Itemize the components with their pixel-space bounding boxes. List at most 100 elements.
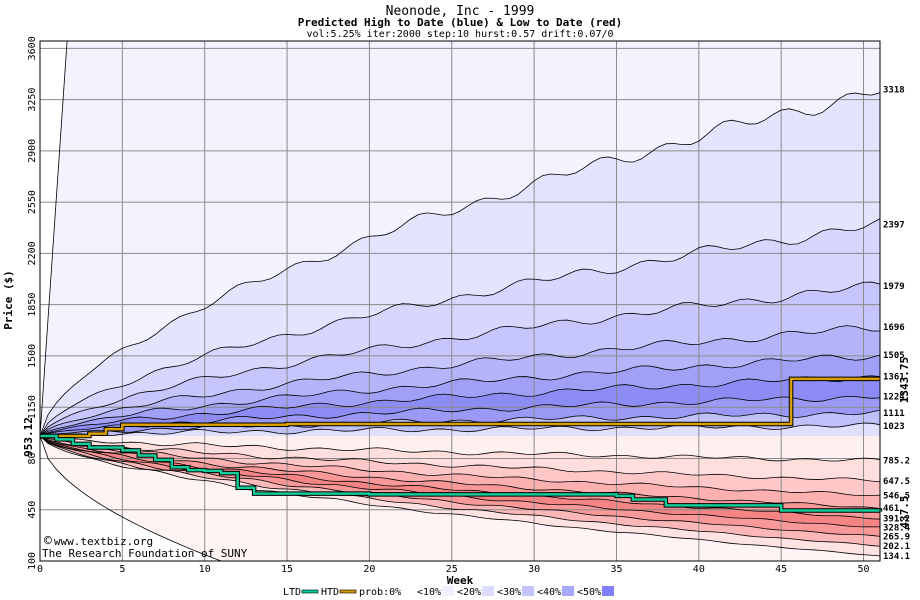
red-band [40, 436, 880, 561]
x-tick-label: 40 [693, 564, 705, 575]
x-tick-label: 15 [281, 564, 293, 575]
probability-bands [40, 41, 880, 561]
x-tick-label: 0 [37, 564, 43, 575]
quantile-labels: 3318 2397 1979 1696 1505 1361 1224 1111 1023 785.… [883, 86, 911, 562]
lower-quantile-label: 134.1 [883, 552, 910, 562]
legend-swatch [301, 589, 319, 594]
watermark-url: © www.textbiz.org [44, 534, 153, 549]
legend-swatch [522, 586, 534, 596]
blue-band [40, 375, 880, 437]
y-tick-label: 3600 [27, 36, 38, 60]
y-tick-label: 1850 [27, 293, 38, 317]
blue-band [40, 325, 880, 437]
legend-swatch [562, 586, 574, 596]
legend-swatch [442, 586, 454, 596]
red-band [40, 436, 880, 496]
upper-quantile-label: 1224 [883, 392, 905, 402]
y-tick-label: 1500 [27, 344, 38, 368]
lower-quantile-label: 328.4 [883, 524, 911, 534]
red-band [40, 436, 880, 547]
y-axis-ticks: 100 450 80 1150 1500 1850 2200 2550 2900 3250 3600 [27, 36, 38, 570]
y-tick-label: 100 [27, 552, 38, 570]
legend: LTD HTD prob:0% <10% <20% <30% <40% <50% [283, 586, 614, 598]
upper-quantile-line [40, 281, 880, 437]
red-band [40, 436, 880, 509]
quantile-lines [40, 41, 880, 561]
x-tick-label: 20 [363, 564, 375, 575]
lower-quantile-line [40, 435, 880, 520]
blue-band [40, 92, 880, 437]
upper-quantile-line [40, 375, 880, 437]
htd-end-label: 1343.75 [898, 357, 911, 403]
red-band [40, 436, 880, 527]
lower-quantile-line [40, 435, 880, 483]
lower-quantile-label: 546.5 [883, 492, 910, 502]
upper-quantile-line [40, 395, 880, 437]
lower-quantile-label: 785.2 [883, 457, 910, 467]
lower-quantile-label: 265.9 [883, 533, 910, 543]
legend-label: HTD [321, 587, 339, 598]
legend-label: <40% [537, 587, 561, 598]
upper-quantile-label: 1023 [883, 422, 905, 432]
legend-swatch [602, 586, 614, 596]
legend-swatch [402, 586, 414, 596]
y-tick-label: 2550 [27, 190, 38, 214]
lower-quantile-line [40, 435, 880, 509]
blue-band [40, 282, 880, 437]
y-tick-label: 2900 [27, 139, 38, 163]
blue-band [40, 41, 880, 437]
lower-quantile-line [40, 435, 880, 547]
y-axis-label: Price ($) [2, 270, 15, 330]
blue-band [40, 423, 880, 437]
legend-label: <50% [577, 587, 601, 598]
y-tick-label: 1150 [27, 395, 38, 419]
upper-quantile-label: 1696 [883, 323, 905, 333]
x-tick-label: 35 [610, 564, 622, 575]
red-band [40, 436, 880, 537]
x-tick-label: 10 [199, 564, 211, 575]
y-tick-label: 2200 [27, 241, 38, 265]
blue-band [40, 354, 880, 437]
lower-envelope-line [40, 435, 880, 561]
upper-quantile-label: 1505 [883, 351, 905, 361]
x-tick-label: 50 [858, 564, 870, 575]
upper-quantile-line [40, 354, 880, 437]
upper-quantile-label: 1979 [883, 282, 905, 292]
upper-quantile-label: 1361 [883, 372, 905, 382]
ltd-end-label: 437.5 [898, 495, 911, 528]
x-tick-label: 45 [775, 564, 787, 575]
lower-quantile-line [40, 435, 880, 497]
upper-quantile-line [40, 409, 880, 437]
legend-swatch [339, 589, 357, 594]
legend-label: <10% [417, 587, 441, 598]
blue-band [40, 218, 880, 437]
red-band [40, 436, 880, 520]
y-tick-label: 80 [27, 452, 38, 464]
legend-swatch [482, 586, 494, 596]
lower-quantile-line [40, 435, 880, 537]
ltd-series-line [40, 434, 882, 512]
red-band [40, 436, 880, 556]
series [40, 376, 883, 513]
chart-params: vol:5.25% iter:2000 step:10 hurst:0.57 d… [306, 29, 613, 40]
lower-quantile-label: 647.5 [883, 477, 910, 487]
lower-quantile-line [40, 435, 880, 462]
y-tick-label: 3250 [27, 88, 38, 112]
x-tick-label: 25 [446, 564, 458, 575]
start-price-label: 953.12 [22, 417, 35, 457]
watermark-org: The Research Foundation of SUNY [42, 547, 248, 560]
red-band [40, 436, 880, 462]
lower-quantile-label: 202.1 [883, 542, 910, 552]
x-tick-label: 30 [528, 564, 540, 575]
lower-quantile-label: 461 [883, 504, 899, 514]
x-tick-label: 5 [119, 564, 125, 575]
x-axis-ticks: 0 5 10 15 20 25 30 35 40 45 50 [37, 564, 870, 575]
upper-quantile-label: 2397 [883, 221, 905, 231]
lower-quantile-line [40, 435, 880, 557]
watermark: © www.textbiz.org The Research Foundation… [42, 534, 248, 560]
legend-label: prob:0% [359, 587, 401, 598]
upper-quantile-line [40, 92, 880, 437]
chart-subtitle: Predicted High to Date (blue) & Low to D… [298, 16, 623, 29]
legend-label: <30% [497, 587, 521, 598]
